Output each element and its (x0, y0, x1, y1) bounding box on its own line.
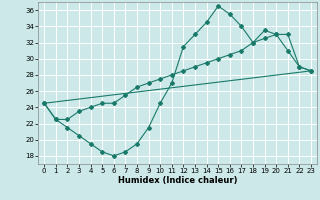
X-axis label: Humidex (Indice chaleur): Humidex (Indice chaleur) (118, 176, 237, 185)
